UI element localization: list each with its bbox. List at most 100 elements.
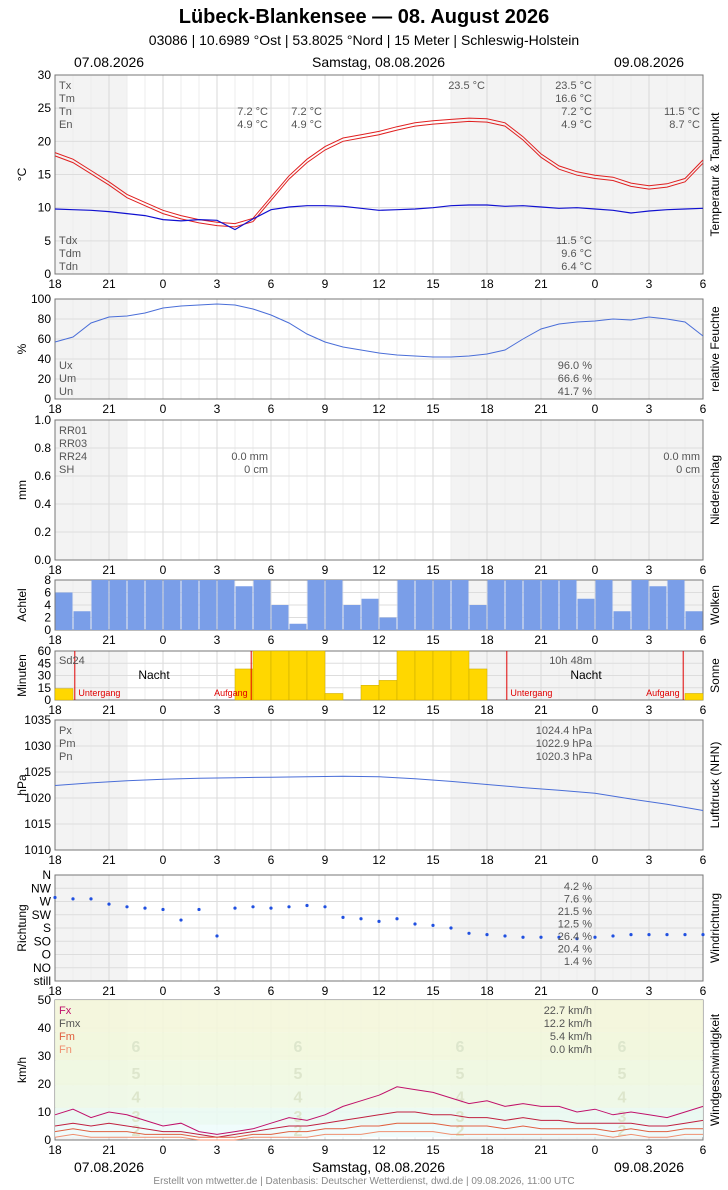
cloud-bar-28 bbox=[559, 580, 577, 630]
x-tick-label-5-4: 6 bbox=[268, 853, 275, 867]
x-tick-label-7-11: 3 bbox=[646, 1143, 653, 1157]
y-tick-label-7-0: 0 bbox=[44, 1133, 51, 1147]
y-tick-label-6-3: SO bbox=[34, 934, 51, 948]
x-tick-label-3-6: 12 bbox=[372, 633, 386, 647]
y-tick-label-2-1: 0.2 bbox=[34, 525, 51, 539]
cloud-bar-22 bbox=[451, 580, 469, 630]
cloud-bar-8 bbox=[199, 580, 217, 630]
wind-dir-point-16 bbox=[341, 915, 345, 920]
beaufort-label-1-1: 3 bbox=[294, 1109, 303, 1126]
wind-dir-point-25 bbox=[503, 934, 507, 938]
x-tick-label-3-12: 6 bbox=[700, 633, 707, 647]
annot-far-right-1: 8.7 °C bbox=[669, 119, 700, 131]
y-tick-label-3-0: 0 bbox=[44, 623, 51, 637]
wind-dir-point-13 bbox=[287, 905, 291, 909]
y-tick-label-0-6: 30 bbox=[38, 68, 52, 82]
temp-label-En: En bbox=[59, 119, 72, 131]
y-tick-label-1-0: 0 bbox=[44, 392, 51, 406]
annot-dir-right-2: 21.5 % bbox=[558, 906, 592, 918]
dew-label-Tdn: Tdn bbox=[59, 261, 78, 273]
wind-label-Fx: Fx bbox=[59, 1005, 72, 1017]
footer: Erstellt von mtwetter.de | Datenbasis: D… bbox=[153, 1176, 575, 1187]
annot-temp-right-2: 7.2 °C bbox=[561, 106, 592, 118]
annot-dir-right-6: 1.4 % bbox=[564, 956, 592, 968]
wind-dir-point-21 bbox=[431, 923, 435, 927]
x-tick-label-4-1: 21 bbox=[102, 703, 116, 717]
beaufort-label-3-0: 2 bbox=[618, 1123, 627, 1140]
x-tick-label-6-7: 15 bbox=[426, 984, 440, 998]
x-tick-label-7-1: 21 bbox=[102, 1143, 116, 1157]
x-tick-label-5-1: 21 bbox=[102, 853, 116, 867]
beaufort-label-2-2: 4 bbox=[456, 1090, 465, 1107]
wind-dir-point-3 bbox=[107, 902, 111, 906]
x-tick-label-0-5: 9 bbox=[322, 277, 329, 291]
y-tick-label-7-4: 40 bbox=[38, 1021, 52, 1035]
x-tick-label-2-12: 6 bbox=[700, 563, 707, 577]
wind-dir-point-11 bbox=[251, 905, 255, 909]
annot-precip-mid-0: 0.0 mm bbox=[231, 451, 268, 463]
y-tick-label-1-1: 20 bbox=[38, 372, 52, 386]
x-tick-label-5-9: 21 bbox=[534, 853, 548, 867]
y-tick-label-4-4: 60 bbox=[38, 644, 52, 658]
y-axis-label-7: km/h bbox=[15, 1057, 29, 1083]
wind-label-Fn: Fn bbox=[59, 1044, 72, 1056]
date-left: 07.08.2026 bbox=[74, 54, 145, 70]
y-tick-label-0-5: 25 bbox=[38, 101, 52, 115]
press-label-Px: Px bbox=[59, 725, 72, 737]
sun-bar-15 bbox=[324, 693, 344, 701]
line-series-Fmx bbox=[54, 1111, 704, 1138]
y-tick-label-6-2: O bbox=[42, 948, 51, 962]
x-tick-label-7-5: 9 bbox=[322, 1143, 329, 1157]
cloud-bar-21 bbox=[433, 580, 451, 630]
y-tick-label-5-4: 1030 bbox=[24, 739, 51, 753]
press-label-Pn: Pn bbox=[59, 751, 72, 763]
x-tick-label-1-9: 21 bbox=[534, 402, 548, 416]
x-tick-label-6-10: 0 bbox=[592, 984, 599, 998]
x-tick-label-2-4: 6 bbox=[268, 563, 275, 577]
sun-bar-17 bbox=[360, 685, 380, 701]
y-tick-label-7-5: 50 bbox=[38, 993, 52, 1007]
station-info: 03086 | 10.6989 °Ost | 53.8025 °Nord | 1… bbox=[148, 32, 580, 48]
cloud-bar-16 bbox=[343, 605, 361, 630]
y-tick-label-3-1: 2 bbox=[44, 611, 51, 625]
y-axis-label-4: Minuten bbox=[15, 654, 29, 697]
x-tick-label-1-4: 6 bbox=[268, 402, 275, 416]
cloud-bar-35 bbox=[685, 611, 703, 630]
y-tick-label-1-4: 80 bbox=[38, 312, 52, 326]
page-title: Lübeck-Blankensee — 08. August 2026 bbox=[178, 6, 550, 28]
annot-precip-right-0: 0.0 mm bbox=[663, 451, 700, 463]
sun-bar-20 bbox=[414, 650, 434, 701]
precip-label-RR03: RR03 bbox=[59, 438, 87, 450]
date-center-bottom: Samstag, 08.08.2026 bbox=[312, 1159, 446, 1175]
annot-night-tn-2: 7.2 °C bbox=[291, 106, 322, 118]
x-tick-label-6-5: 9 bbox=[322, 984, 329, 998]
x-tick-label-6-0: 18 bbox=[48, 984, 62, 998]
cloud-bar-34 bbox=[667, 580, 685, 630]
x-tick-label-1-1: 21 bbox=[102, 402, 116, 416]
beaufort-label-1-3: 5 bbox=[294, 1066, 303, 1083]
dew-label-Tdm: Tdm bbox=[59, 248, 81, 260]
annot-temp-right-0: 23.5 °C bbox=[555, 80, 592, 92]
beaufort-label-3-4: 6 bbox=[618, 1039, 627, 1056]
cloud-bar-32 bbox=[631, 580, 649, 630]
x-tick-label-3-4: 6 bbox=[268, 633, 275, 647]
annot-precip-mid-1: 0 cm bbox=[244, 464, 268, 476]
wind-dir-point-2 bbox=[89, 897, 93, 901]
y-tick-label-6-8: N bbox=[42, 868, 51, 882]
cloud-bar-23 bbox=[469, 605, 487, 630]
cloud-bar-9 bbox=[217, 580, 235, 630]
cloud-bar-12 bbox=[271, 605, 289, 630]
x-tick-label-4-6: 12 bbox=[372, 703, 386, 717]
annot-dew-right-1: 9.6 °C bbox=[561, 248, 592, 260]
y-tick-label-2-2: 0.4 bbox=[34, 497, 51, 511]
y-tick-label-0-0: 0 bbox=[44, 267, 51, 281]
x-tick-label-2-2: 0 bbox=[160, 563, 167, 577]
y-axis-label-3: Achtel bbox=[15, 588, 29, 621]
y-tick-label-5-5: 1035 bbox=[24, 713, 51, 727]
date-left-bottom: 07.08.2026 bbox=[74, 1159, 145, 1175]
x-tick-label-2-5: 9 bbox=[322, 563, 329, 577]
wind-dir-point-4 bbox=[125, 905, 129, 909]
panel-border-6 bbox=[54, 874, 704, 982]
x-tick-label-1-6: 12 bbox=[372, 402, 386, 416]
side-label-6: Windrichtung bbox=[708, 893, 722, 963]
